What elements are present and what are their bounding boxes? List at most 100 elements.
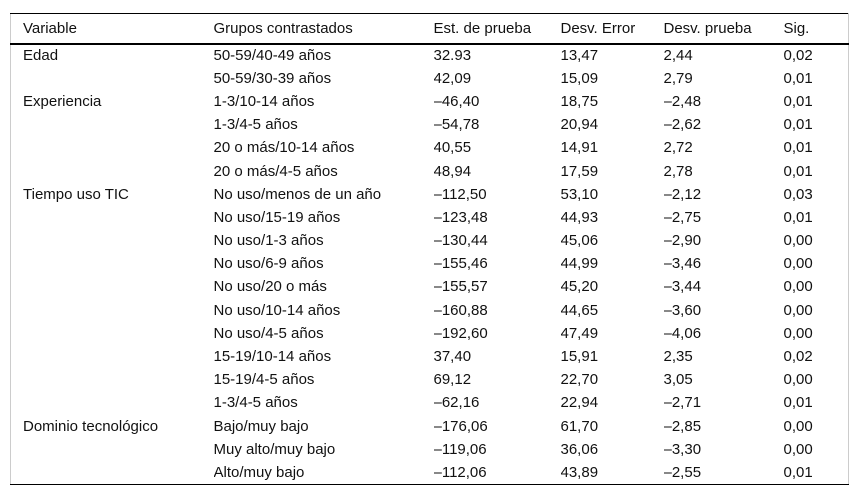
variable-cell: [11, 159, 214, 182]
sig-cell: 0,00: [783, 440, 813, 458]
table-row: No uso/10-14 años –160,88 44,65 –3,60 0,00: [11, 299, 849, 322]
desv-error-cell: 13,47: [560, 47, 599, 65]
variable-cell: [11, 67, 214, 90]
table-row: 20 o más/10-14 años 40,55 14,91 2,72 0,01: [11, 136, 849, 159]
desv-error-cell: 53,10: [560, 185, 599, 203]
table-row: Edad 50-59/40-49 años 32.93 13,47 2,44 0,02: [11, 44, 849, 67]
grupos-cell: 50-59/40-49 años: [213, 47, 332, 65]
table-row: 50-59/30-39 años 42,09 15,09 2,79 0,01: [11, 67, 849, 90]
grupos-cell: 1-3/10-14 años: [213, 92, 315, 110]
desv-prueba-cell: 2,79: [663, 69, 693, 87]
est-prueba-cell: –160,88: [433, 301, 488, 319]
table-row: Experiencia 1-3/10-14 años –46,40 18,75 –2,4…: [11, 90, 849, 113]
est-prueba-cell: –119,06: [433, 440, 487, 458]
est-prueba-cell: –123,48: [433, 208, 488, 226]
desv-error-cell: 22,94: [560, 394, 599, 412]
sig-cell: 0,00: [783, 324, 813, 342]
column-header: Grupos contrastados: [213, 13, 434, 45]
sig-cell: 0,02: [783, 348, 813, 366]
table-row: 15-19/4-5 años 69,12 22,70 3,05 0,00: [11, 368, 849, 391]
variable-cell: Experiencia: [23, 92, 102, 110]
sig-cell: 0,00: [783, 255, 813, 273]
variable-cell: [11, 299, 214, 322]
desv-prueba-cell: 2,78: [663, 162, 693, 180]
desv-error-cell: 44,99: [560, 255, 599, 273]
variable-cell: [11, 322, 214, 345]
grupos-cell: 15-19/4-5 años: [213, 371, 315, 389]
sig-cell: 0,01: [783, 69, 813, 87]
sig-cell: 0,01: [783, 162, 813, 180]
desv-prueba-cell: –2,85: [663, 417, 702, 435]
grupos-cell: 20 o más/4-5 años: [213, 162, 338, 180]
grupos-cell: No uso/menos de un año: [213, 185, 382, 203]
desv-error-cell: 45,20: [560, 278, 599, 296]
grupos-cell: No uso/10-14 años: [213, 301, 341, 319]
sig-cell: 0,03: [783, 185, 813, 203]
est-prueba-cell: 32.93: [433, 47, 472, 65]
est-prueba-cell: –155,46: [433, 255, 488, 273]
variable-cell: [11, 438, 214, 461]
grupos-cell: No uso/15-19 años: [213, 208, 341, 226]
desv-error-cell: 43,89: [560, 463, 599, 481]
table-row: Tiempo uso TIC No uso/menos de un año –112…: [11, 183, 849, 206]
desv-error-cell: 44,65: [560, 301, 599, 319]
grupos-cell: Alto/muy bajo: [213, 463, 305, 481]
variable-cell: [11, 345, 214, 368]
desv-prueba-cell: –2,90: [663, 232, 702, 250]
column-header: Variable: [10, 13, 214, 45]
sig-cell: 0,00: [783, 301, 813, 319]
table-row: 1-3/4-5 años –62,16 22,94 –2,71 0,01: [11, 391, 849, 414]
table-body: Edad 50-59/40-49 años 32.93 13,47 2,44 0,02 50…: [11, 44, 849, 485]
desv-prueba-cell: –3,46: [663, 255, 702, 273]
desv-prueba-cell: 2,35: [663, 348, 693, 366]
variable-cell: [11, 136, 214, 159]
grupos-cell: Bajo/muy bajo: [213, 417, 309, 435]
desv-prueba-cell: –2,55: [663, 463, 702, 481]
desv-error-cell: 45,06: [560, 232, 599, 250]
variable-cell: [11, 206, 214, 229]
desv-error-cell: 15,09: [560, 69, 599, 87]
desv-prueba-cell: –2,12: [663, 185, 702, 203]
desv-error-cell: 36,06: [560, 440, 599, 458]
variable-cell: [11, 368, 214, 391]
statistics-table: Variable Grupos contrastados Est. de prueb…: [10, 13, 849, 485]
desv-prueba-cell: 2,44: [663, 47, 693, 65]
table-row: Alto/muy bajo –112,06 43,89 –2,55 0,01: [11, 461, 849, 484]
statistics-table-container: Variable Grupos contrastados Est. de prueb…: [10, 13, 849, 485]
desv-prueba-cell: 3,05: [663, 371, 693, 389]
variable-cell: [11, 252, 214, 275]
variable-cell: [11, 229, 214, 252]
table-row: 1-3/4-5 años –54,78 20,94 –2,62 0,01: [11, 113, 849, 136]
sig-cell: 0,00: [783, 371, 813, 389]
sig-cell: 0,01: [783, 463, 813, 481]
desv-error-cell: 14,91: [560, 139, 599, 157]
column-header: Desv. Error: [560, 13, 664, 45]
desv-error-cell: 15,91: [560, 348, 599, 366]
desv-prueba-cell: –2,62: [663, 116, 702, 134]
est-prueba-cell: 69,12: [433, 371, 472, 389]
sig-cell: 0,00: [783, 417, 813, 435]
table-row: 15-19/10-14 años 37,40 15,91 2,35 0,02: [11, 345, 849, 368]
variable-cell: [11, 113, 214, 136]
table-row: 20 o más/4-5 años 48,94 17,59 2,78 0,01: [11, 159, 849, 182]
est-prueba-cell: –54,78: [433, 116, 480, 134]
grupos-cell: No uso/4-5 años: [213, 324, 324, 342]
grupos-cell: 15-19/10-14 años: [213, 348, 332, 366]
sig-cell: 0,00: [783, 232, 813, 250]
column-header: Est. de prueba: [433, 13, 561, 45]
table-row: No uso/4-5 años –192,60 47,49 –4,06 0,00: [11, 322, 849, 345]
desv-error-cell: 44,93: [560, 208, 599, 226]
sig-cell: 0,01: [783, 139, 813, 157]
desv-prueba-cell: –3,44: [663, 278, 702, 296]
sig-cell: 0,01: [783, 394, 813, 412]
header-row: Variable Grupos contrastados Est. de prueb…: [10, 13, 849, 45]
column-header: Sig.: [783, 13, 849, 45]
grupos-cell: No uso/6-9 años: [213, 255, 324, 273]
desv-prueba-cell: –4,06: [663, 324, 702, 342]
variable-cell: [11, 461, 214, 484]
desv-prueba-cell: –3,30: [663, 440, 702, 458]
grupos-cell: No uso/20 o más: [213, 278, 327, 296]
sig-cell: 0,02: [783, 47, 813, 65]
desv-prueba-cell: –2,48: [663, 92, 702, 110]
desv-prueba-cell: –2,75: [663, 208, 702, 226]
